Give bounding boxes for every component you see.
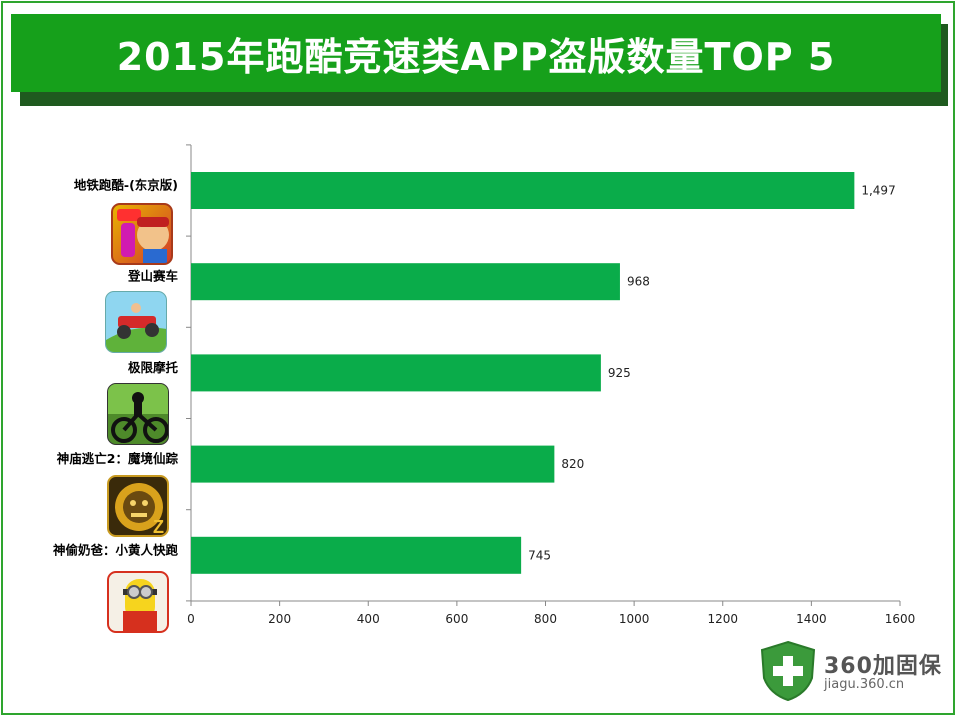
x-tick-label: 1600 bbox=[885, 612, 916, 626]
bar bbox=[191, 536, 522, 574]
x-tick-label: 800 bbox=[534, 612, 557, 626]
category-label: 极限摩托 bbox=[128, 360, 179, 375]
x-tick-label: 0 bbox=[187, 612, 195, 626]
category-label: 登山赛车 bbox=[127, 269, 179, 284]
data-label: 820 bbox=[561, 457, 584, 471]
category-label: 神庙逃亡2：魔境仙踪 bbox=[57, 451, 179, 466]
x-tick-label: 1400 bbox=[796, 612, 827, 626]
title-banner: 2015年跑酷竞速类APP盗版数量TOP 5 bbox=[11, 14, 941, 92]
bar bbox=[191, 445, 555, 483]
data-label: 745 bbox=[528, 548, 551, 562]
brand-name: 360加固保 bbox=[824, 654, 942, 679]
shield-plus-icon bbox=[760, 640, 816, 702]
brand-logo: 360加固保 jiagu.360.cn bbox=[758, 640, 948, 702]
brand-url: jiagu.360.cn bbox=[824, 677, 905, 692]
bar bbox=[191, 172, 855, 209]
subway-surfers-icon bbox=[111, 203, 173, 265]
data-label: 1,497 bbox=[861, 184, 895, 198]
x-tick-label: 400 bbox=[357, 612, 380, 626]
x-tick-label: 600 bbox=[445, 612, 468, 626]
data-label: 968 bbox=[627, 275, 650, 289]
x-tick-label: 1200 bbox=[707, 612, 738, 626]
category-label: 地铁跑酷-(东京版) bbox=[74, 178, 178, 193]
bike-race-icon bbox=[107, 383, 169, 445]
bar bbox=[191, 263, 620, 301]
minion-rush-icon bbox=[107, 571, 169, 633]
temple-run-oz-icon: Z bbox=[107, 475, 169, 537]
page-title: 2015年跑酷竞速类APP盗版数量TOP 5 bbox=[116, 34, 836, 79]
category-label: 神偷奶爸：小黄人快跑 bbox=[53, 542, 179, 557]
svg-text:Z: Z bbox=[153, 517, 164, 537]
bar bbox=[191, 354, 601, 392]
x-tick-label: 200 bbox=[268, 612, 291, 626]
x-tick-label: 1000 bbox=[619, 612, 650, 626]
hill-climb-racing-icon bbox=[105, 291, 167, 353]
data-label: 925 bbox=[608, 366, 631, 380]
